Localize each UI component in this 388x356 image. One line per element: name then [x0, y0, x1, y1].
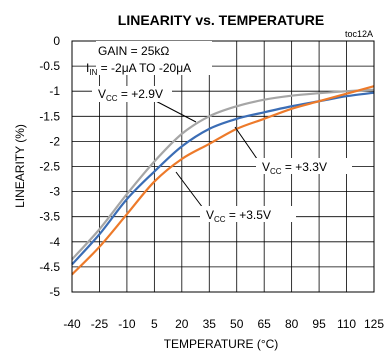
- y-tick-label: -4.5: [39, 260, 60, 274]
- y-tick-label: -1: [49, 84, 60, 98]
- series-label-vcc-2-9v: VCC = +2.9V: [98, 87, 163, 103]
- series-line-vcc-2-9v: [71, 88, 375, 261]
- label-background: [92, 86, 172, 102]
- x-tick-label: 125: [364, 317, 384, 331]
- series-label-vcc-3-3v: VCC = +3.3V: [262, 160, 327, 176]
- x-tick-label: -10: [118, 317, 136, 331]
- y-axis-label: LINEARITY (%): [13, 124, 27, 208]
- label-background: [256, 158, 352, 174]
- y-tick-label: 0: [53, 34, 60, 48]
- x-tick-label: -25: [91, 317, 109, 331]
- figure-tag: toc12A: [345, 29, 373, 39]
- y-tick-label: -1.5: [39, 109, 60, 123]
- y-tick-label: -3.5: [39, 210, 60, 224]
- plot-frame: [71, 40, 375, 293]
- x-tick-label: 50: [230, 317, 244, 331]
- y-tick-label: -0.5: [39, 59, 60, 73]
- y-tick-label: -5: [49, 285, 60, 299]
- conditions-box: [96, 41, 212, 75]
- x-tick-label: 35: [203, 317, 217, 331]
- y-tick-label: -4: [49, 235, 60, 249]
- y-tick-label: -2.5: [39, 160, 60, 174]
- label-background: [200, 206, 296, 222]
- x-tick-label: 20: [175, 317, 189, 331]
- gain-annotation: GAIN = 25kΩ: [98, 44, 169, 58]
- chart-title: LINEARITY vs. TEMPERATURE: [118, 12, 324, 28]
- x-axis-label: TEMPERATURE (°C): [164, 337, 279, 351]
- series-labels: VCC = +2.9V VCC = +3.3V VCC = +3.5V: [92, 86, 352, 224]
- series-label-vcc-3-5v: VCC = +3.5V: [206, 208, 271, 224]
- y-tick-label: -3: [49, 185, 60, 199]
- x-tick-label: 5: [151, 317, 158, 331]
- y-tick-label: -2: [49, 134, 60, 148]
- current-annotation: IIN = -2μA TO -20μA: [86, 61, 191, 77]
- x-tick-label: 65: [258, 317, 272, 331]
- leader-line: [175, 171, 207, 213]
- x-tick-label: 110: [337, 317, 356, 331]
- series-line-vcc-3-5v: [71, 85, 375, 276]
- series-lines: [71, 85, 375, 276]
- x-tick-label: -40: [63, 317, 81, 331]
- y-tick-labels: 0 -0.5 -1 -1.5 -2 -2.5 -3 -3.5 -4 -4.5 -5: [39, 34, 60, 299]
- series-line-vcc-3-3v: [71, 91, 375, 266]
- x-tick-labels: -40 -25 -10 5 20 35 50 65 80 95 110 125: [63, 317, 384, 331]
- x-tick-label: 95: [312, 317, 326, 331]
- x-tick-label: 80: [285, 317, 299, 331]
